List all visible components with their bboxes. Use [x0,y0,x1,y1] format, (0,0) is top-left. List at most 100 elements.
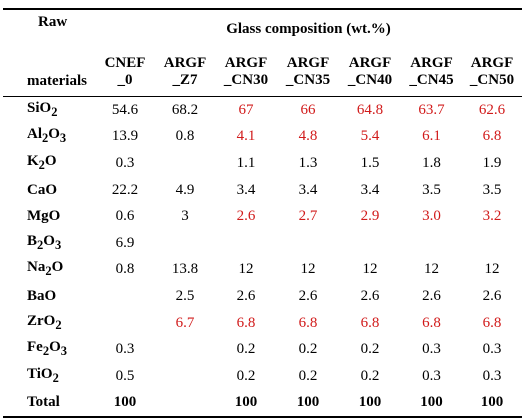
table-cell: 67 [238,101,254,118]
column-header-line: _CN45 [409,72,454,88]
total-cell: 100 [462,389,522,418]
row-label: SiO2 [3,97,95,124]
formula-subscript: 2 [37,237,44,252]
column-header: ARGF _CN30 [215,48,277,97]
table-cell: 2.6 [482,287,502,304]
table-cell: 2.6 [298,287,318,304]
formula-subscript: 2 [42,344,50,359]
table-cell: 6.9 [115,234,135,251]
table-cell: 1.9 [482,154,502,171]
table-cell: 0.5 [115,367,135,384]
column-header: ARGF _CN45 [401,48,462,97]
table-row: SiO2 54.6 68.2 67 66 64.8 63.7 62.6 [3,97,522,124]
table-row: B2O3 6.9 [3,230,522,257]
column-header: CNEF _0 [95,48,155,97]
table-cell: 0.3 [115,154,135,171]
table-cell: 3.4 [360,181,380,198]
formula-subscript: 2 [51,104,58,119]
table-cell: 2.6 [236,208,256,225]
formula-subscript: 3 [59,131,67,146]
table-cell: 6.8 [236,314,256,331]
column-header-line: ARGF [163,55,207,71]
total-cell: 100 [401,389,462,418]
table-cell: 6.8 [482,314,502,331]
table-row: Na2O 0.8 13.8 12 12 12 12 12 [3,257,522,284]
table-row: Fe2O3 0.3 0.2 0.2 0.2 0.3 0.3 [3,336,522,363]
column-header-line: _0 [117,72,133,88]
column-header: ARGF _CN35 [277,48,339,97]
table-cell [215,230,277,257]
table-cell: 1.3 [298,154,318,171]
formula-subscript: 2 [42,131,49,146]
table-cell: 12 [300,261,316,278]
table-cell: 4.1 [236,128,256,145]
column-header-line: ARGF [286,55,330,71]
formula-base: BaO [27,287,57,304]
table-cell: 2.9 [360,208,380,225]
raw-header: Raw [3,8,95,48]
table-cell: 68.2 [171,101,199,118]
table-cell: 3.4 [298,181,318,198]
formula-base: TiO [27,365,53,382]
total-row: Total 100 100 100 100 100 100 [3,389,522,418]
table-cell: 6.1 [422,128,441,145]
formula-base: B [27,232,38,249]
table-cell [401,230,462,257]
table-cell: 2.7 [298,208,318,225]
header-row-2: materials CNEF _0 ARGF _Z7 ARGF _CN30 ARGF _CN3… [3,48,522,97]
table-cell [155,363,215,390]
table-cell: 0.8 [115,261,135,278]
formula-base: O [43,232,55,249]
column-header: ARGF _CN40 [339,48,401,97]
formula-base: MgO [27,208,61,225]
column-header-line: ARGF [348,55,392,71]
row-label: Na2O [3,257,95,284]
table-cell: 0.3 [422,341,441,358]
table-cell [155,230,215,257]
table-cell: 3.5 [422,181,441,198]
table-cell [155,336,215,363]
table-cell [155,150,215,177]
table-cell: 63.7 [418,101,445,118]
total-cell [155,389,215,418]
formula-subscript: 3 [54,237,62,252]
table-cell: 0.3 [115,341,135,358]
table-cell: 62.6 [478,101,506,118]
table-cell: 6.7 [175,314,195,331]
table-row: MgO 0.6 3 2.6 2.7 2.9 3.0 3.2 [3,203,522,230]
table-cell: 0.3 [482,341,502,358]
column-header-line: _CN50 [469,72,515,88]
table-cell: 1.5 [360,154,380,171]
table-cell [339,230,401,257]
column-header-line: CNEF [104,55,146,71]
formula-base: CaO [27,181,57,198]
table-cell: 2.6 [236,287,256,304]
group-title: Glass composition (wt.%) [95,8,522,48]
row-label: ZrO2 [3,310,95,337]
column-header-line: _Z7 [172,72,198,88]
column-header-line: ARGF [470,55,514,71]
table-cell: 1.8 [422,154,441,171]
row-label: CaO [3,177,95,204]
table-cell: 6.8 [298,314,318,331]
table-cell: 13.8 [171,261,199,278]
formula-base: O [44,152,57,169]
table-cell: 1.1 [236,154,256,171]
table-cell: 12 [484,261,500,278]
table-row: BaO 2.5 2.6 2.6 2.6 2.6 2.6 [3,283,522,310]
table-cell: 64.8 [356,101,384,118]
table-cell [462,230,522,257]
formula-subscript: 3 [60,344,67,359]
formula-base: K [27,152,39,169]
table-row: CaO 22.2 4.9 3.4 3.4 3.4 3.5 3.5 [3,177,522,204]
column-header: ARGF _CN50 [462,48,522,97]
total-cell: 100 [277,389,339,418]
table-cell: 6.8 [422,314,441,331]
table-row: K2O 0.3 1.1 1.3 1.5 1.8 1.9 [3,150,522,177]
table-cell: 3.0 [422,208,441,225]
row-label: Al2O3 [3,124,95,151]
table-cell: 12 [362,261,378,278]
total-cell: 100 [339,389,401,418]
table-body: SiO2 54.6 68.2 67 66 64.8 63.7 62.6 Al2O3 13.9 0.8… [3,97,522,418]
formula-base: Al [27,126,42,143]
